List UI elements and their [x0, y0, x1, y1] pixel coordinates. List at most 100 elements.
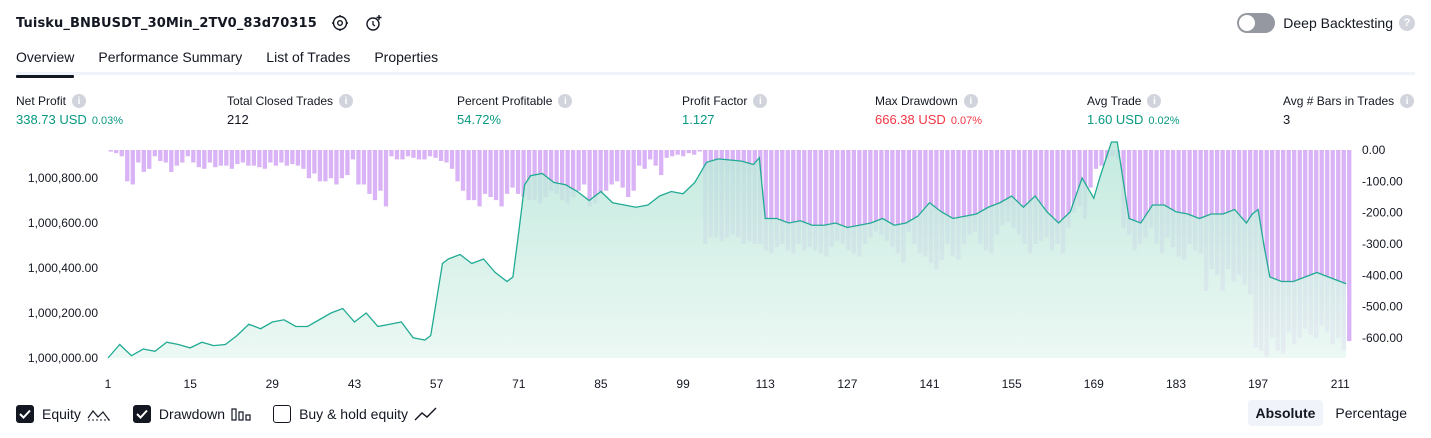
legend-buy-hold[interactable]: Buy & hold equity [273, 405, 438, 423]
drawdown-bar [653, 150, 658, 166]
drawdown-bar [846, 150, 851, 251]
drawdown-bar [648, 150, 653, 160]
drawdown-bar [1181, 150, 1187, 260]
drawdown-bar [422, 150, 427, 160]
percentage-button[interactable]: Percentage [1335, 405, 1407, 421]
drawdown-bar [570, 150, 576, 197]
metric-value: 212 [227, 112, 353, 127]
drawdown-bar [598, 150, 603, 194]
toggle-knob [1239, 15, 1256, 31]
drawdown-bar [477, 150, 482, 207]
report-tabs: Overview Performance Summary List of Tra… [16, 44, 1415, 78]
drawdown-bar [1237, 150, 1242, 276]
metric-value: 1.60 USD 0.02% [1087, 112, 1180, 127]
drawdown-bar [224, 150, 229, 166]
drawdown-checkbox[interactable] [132, 405, 151, 423]
drawdown-bar [1292, 150, 1297, 345]
info-icon[interactable]: i [963, 94, 978, 108]
drawdown-bar [196, 150, 201, 168]
legend-equity[interactable]: Equity [16, 405, 111, 423]
metric-profit-factor: Profit Factor i 1.127 [682, 94, 768, 127]
equity-checkbox[interactable] [16, 405, 34, 423]
drawdown-bar [884, 150, 890, 241]
drawdown-bar [565, 150, 570, 204]
metric-label: Percent Profitable i [457, 94, 573, 108]
drawdown-bar [604, 150, 609, 191]
drawdown-bar [312, 150, 317, 174]
drawdown-bar [460, 150, 466, 191]
info-icon[interactable]: i [1400, 94, 1415, 108]
drawdown-bar [1005, 150, 1011, 223]
drawdown-bar [681, 150, 686, 157]
metric-avg-trade: Avg Trade i 1.60 USD 0.02% [1087, 94, 1180, 127]
buy-hold-checkbox[interactable] [273, 405, 292, 423]
drawdown-bar [978, 150, 983, 244]
tab-properties[interactable]: Properties [374, 49, 439, 65]
tab-performance-summary[interactable]: Performance Summary [98, 49, 243, 65]
legend-drawdown[interactable]: Drawdown [132, 405, 251, 423]
drawdown-bar [1159, 150, 1165, 254]
drawdown-bar [1198, 150, 1203, 254]
drawdown-bar [301, 150, 306, 169]
drawdown-bar [917, 150, 923, 254]
drawdown-bar [945, 150, 950, 244]
drawdown-bar [890, 150, 895, 248]
avg-bars-label: Avg # Bars in Trades [1283, 94, 1395, 108]
drawdown-bar [851, 150, 856, 254]
drawdown-y-axis: 0.00 -100.00 -200.00 -300.00 -400.00 -500.00 -… [1362, 143, 1403, 345]
drawdown-y-tick-label: -400.00 [1362, 268, 1403, 282]
x-tick-label: 57 [430, 377, 444, 391]
add-alert-icon[interactable] [363, 12, 385, 34]
drawdown-bar [554, 150, 559, 194]
drawdown-bar [548, 150, 554, 191]
drawdown-bar [1242, 150, 1247, 285]
drawdown-bar [763, 150, 768, 251]
equity-drawdown-chart[interactable]: 1,000,000.00 1,000,200.00 1,000,400.00 1,00… [0, 140, 1431, 398]
drawdown-bar [961, 150, 967, 244]
drawdown-bar [174, 150, 179, 166]
metric-net-profit: Net Profit i 338.73 USD 0.03% [16, 94, 123, 127]
drawdown-bar [637, 150, 642, 166]
drawdown-bar [1308, 150, 1313, 335]
drawdown-bar [400, 150, 405, 160]
equity-area-icon [87, 406, 111, 422]
info-icon[interactable]: i [339, 94, 354, 108]
info-icon[interactable]: i [1147, 94, 1162, 108]
total-closed-trades-value: 212 [227, 112, 249, 127]
tab-overview[interactable]: Overview [16, 44, 75, 78]
drawdown-bar [526, 150, 532, 201]
drawdown-bar [471, 150, 477, 201]
avg-trade-pct: 0.02% [1148, 115, 1180, 127]
drawdown-bar [1176, 150, 1181, 257]
drawdown-bar [163, 150, 168, 163]
drawdown-y-tick-label: -500.00 [1362, 300, 1403, 314]
drawdown-bar [785, 150, 790, 251]
x-tick-label: 141 [919, 377, 939, 391]
drawdown-bar [1214, 150, 1220, 276]
max-drawdown-label: Max Drawdown [875, 94, 958, 108]
info-icon[interactable]: i [753, 94, 768, 108]
drawdown-bar [185, 150, 190, 157]
drawdown-bar [136, 150, 141, 163]
drawdown-bar [1038, 150, 1044, 241]
trade-number-x-axis: 1 15 29 43 57 71 85 99 113 127 141 155 169 183 197 211 [105, 377, 1351, 391]
deep-backtesting-toggle[interactable] [1237, 13, 1276, 33]
info-icon[interactable]: i [72, 94, 87, 108]
tab-list-of-trades[interactable]: List of Trades [266, 49, 351, 65]
metric-percent-profitable: Percent Profitable i 54.72% [457, 94, 573, 127]
drawdown-bar [455, 150, 460, 182]
drawdown-bar [504, 150, 510, 194]
absolute-button[interactable]: Absolute [1247, 400, 1324, 426]
info-icon[interactable]: i [558, 94, 573, 108]
drawdown-bar [686, 150, 691, 154]
drawdown-bar [901, 150, 906, 263]
drawdown-bar [361, 150, 367, 185]
max-drawdown-pct: 0.07% [950, 115, 983, 127]
metric-label: Profit Factor i [682, 94, 768, 108]
drawdown-bar [1336, 150, 1341, 338]
metric-avg-bars-in-trades: Avg # Bars in Trades i 3 [1283, 94, 1415, 127]
help-icon[interactable]: ? [1399, 15, 1415, 31]
settings-icon[interactable] [329, 12, 351, 34]
drawdown-bar [1066, 150, 1071, 229]
drawdown-bar [345, 150, 350, 176]
